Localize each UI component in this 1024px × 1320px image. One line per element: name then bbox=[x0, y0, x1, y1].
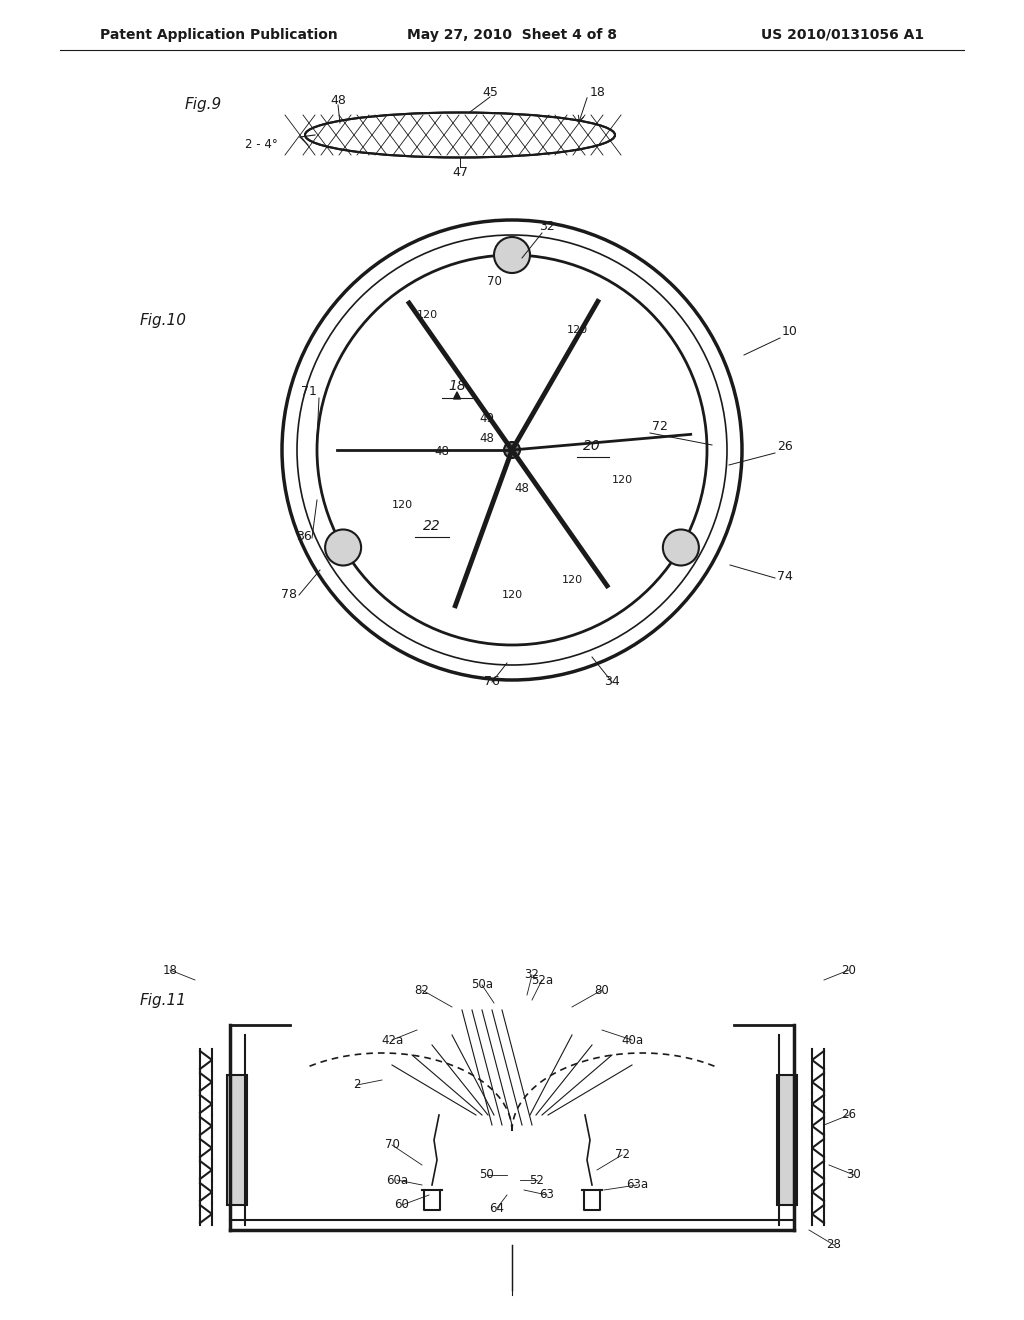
Text: 45: 45 bbox=[482, 86, 498, 99]
Text: 70: 70 bbox=[385, 1138, 399, 1151]
Text: 70: 70 bbox=[486, 275, 502, 288]
Text: 36: 36 bbox=[296, 531, 312, 543]
Text: 10: 10 bbox=[782, 325, 798, 338]
Text: 74: 74 bbox=[777, 570, 793, 583]
Text: 50: 50 bbox=[479, 1168, 495, 1181]
Text: 120: 120 bbox=[391, 500, 413, 510]
Text: 32: 32 bbox=[539, 220, 555, 234]
Text: Patent Application Publication: Patent Application Publication bbox=[100, 28, 338, 42]
Text: 30: 30 bbox=[847, 1168, 861, 1181]
Text: 76: 76 bbox=[484, 675, 500, 688]
Circle shape bbox=[504, 442, 520, 458]
Text: 48: 48 bbox=[515, 482, 529, 495]
Text: 63a: 63a bbox=[626, 1179, 648, 1192]
Text: 120: 120 bbox=[566, 325, 588, 335]
Text: 48: 48 bbox=[330, 94, 346, 107]
Text: Fig.11: Fig.11 bbox=[140, 993, 187, 1007]
Text: 80: 80 bbox=[595, 983, 609, 997]
Text: 60: 60 bbox=[394, 1199, 410, 1212]
Text: 34: 34 bbox=[604, 675, 620, 688]
Text: 72: 72 bbox=[652, 420, 668, 433]
Text: 63: 63 bbox=[540, 1188, 554, 1201]
Text: 18: 18 bbox=[163, 964, 177, 977]
Text: 82: 82 bbox=[415, 983, 429, 997]
Text: 71: 71 bbox=[301, 385, 317, 399]
Text: 42a: 42a bbox=[381, 1034, 403, 1047]
Text: 50a: 50a bbox=[471, 978, 493, 991]
Text: May 27, 2010  Sheet 4 of 8: May 27, 2010 Sheet 4 of 8 bbox=[407, 28, 617, 42]
Text: 20: 20 bbox=[842, 964, 856, 977]
Text: 20: 20 bbox=[583, 440, 601, 453]
Text: 78: 78 bbox=[281, 587, 297, 601]
Text: 120: 120 bbox=[561, 576, 583, 585]
Text: 18: 18 bbox=[449, 379, 466, 393]
Text: 64: 64 bbox=[489, 1201, 505, 1214]
Text: 120: 120 bbox=[502, 590, 522, 601]
Text: 26: 26 bbox=[777, 440, 793, 453]
Text: 2 - 4°: 2 - 4° bbox=[245, 139, 278, 152]
Text: 120: 120 bbox=[417, 310, 437, 319]
Bar bbox=[777, 1074, 797, 1205]
Text: 18: 18 bbox=[590, 86, 606, 99]
Text: 49: 49 bbox=[479, 412, 495, 425]
Text: 52a: 52a bbox=[530, 974, 553, 986]
Text: Fig.9: Fig.9 bbox=[185, 98, 222, 112]
Circle shape bbox=[663, 529, 698, 565]
Text: Fig.10: Fig.10 bbox=[140, 313, 187, 327]
Text: 52: 52 bbox=[529, 1173, 545, 1187]
Text: 48: 48 bbox=[434, 445, 450, 458]
Text: 72: 72 bbox=[614, 1148, 630, 1162]
Text: 28: 28 bbox=[826, 1238, 842, 1251]
Ellipse shape bbox=[305, 112, 615, 157]
Text: 47: 47 bbox=[452, 165, 468, 178]
Circle shape bbox=[494, 238, 530, 273]
Text: 22: 22 bbox=[423, 519, 441, 533]
Text: 60a: 60a bbox=[386, 1173, 408, 1187]
Text: 32: 32 bbox=[524, 969, 540, 982]
Text: 2: 2 bbox=[353, 1078, 360, 1092]
Text: 120: 120 bbox=[611, 475, 633, 484]
Text: 48: 48 bbox=[479, 432, 495, 445]
Text: US 2010/0131056 A1: US 2010/0131056 A1 bbox=[761, 28, 924, 42]
Text: 40a: 40a bbox=[621, 1034, 643, 1047]
Circle shape bbox=[326, 529, 361, 565]
Text: 26: 26 bbox=[842, 1109, 856, 1122]
Bar bbox=[227, 1074, 247, 1205]
